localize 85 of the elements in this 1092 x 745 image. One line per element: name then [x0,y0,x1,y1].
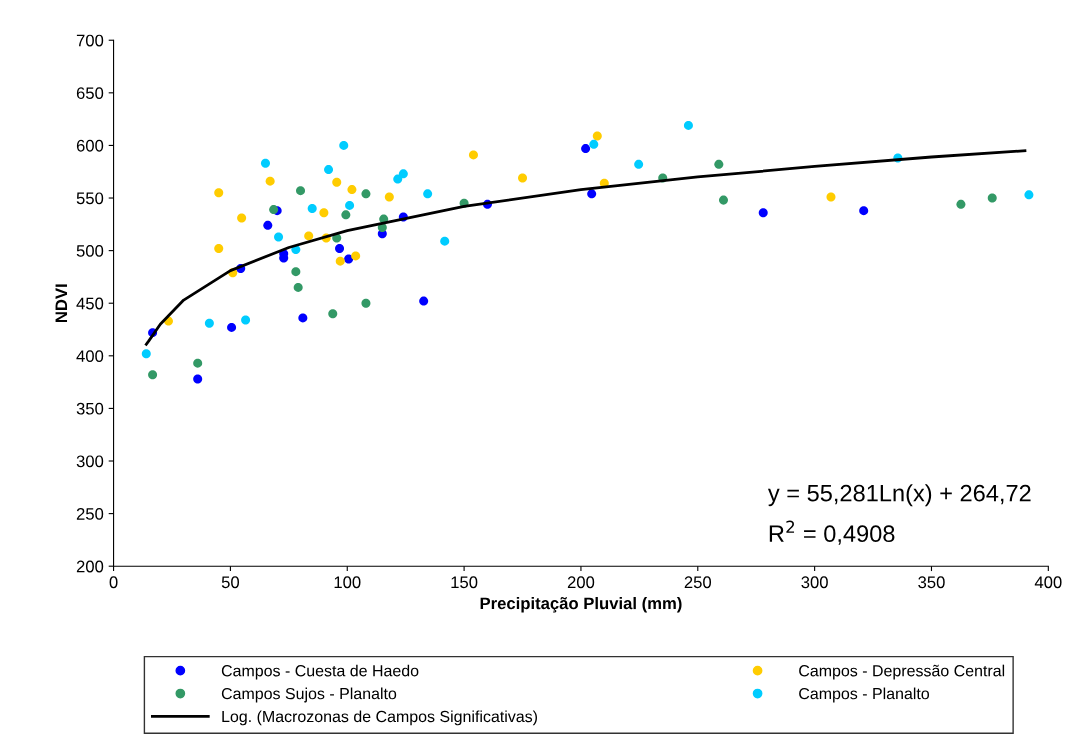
y-tick-label: 250 [76,508,104,520]
point [345,200,355,210]
point [518,173,528,183]
legend-label: Campos Sujos - Planalto [221,687,397,703]
legend-label: Campos - Planalto [799,687,930,703]
point [826,192,836,202]
x-tick-label: 50 [221,576,240,589]
point [393,174,403,184]
point [237,213,247,223]
legend-label: Campos - Depressão Central [799,664,1005,680]
point [592,131,602,141]
point [227,322,237,332]
point [956,199,966,209]
x-tick-label: 350 [918,576,945,589]
point [587,189,597,199]
point [339,140,349,150]
point [260,158,270,168]
point [335,256,345,266]
x-tick-label: 150 [451,576,478,589]
point [214,244,224,254]
y-axis-title: NDVI [55,284,68,323]
point [398,169,408,179]
point [291,267,301,277]
point [332,177,342,187]
point [714,159,724,169]
point [589,139,599,149]
point [148,370,158,380]
point [193,358,203,368]
x-tick-label: 300 [801,576,828,589]
point [987,193,997,203]
point [296,186,306,196]
legend-label: Campos - Cuesta de Haedo [221,664,419,680]
point [241,315,251,325]
annotation: y = 55,281Ln(x) + 264,72 [767,484,1031,507]
point [293,282,303,292]
legend-label: Log. (Macrozonas de Campos Significativas) [222,710,537,726]
point [304,231,314,241]
point [263,220,273,230]
point [361,298,371,308]
x-tick-label: 0 [109,576,118,589]
x-tick-label: 200 [567,576,595,589]
point [347,185,357,195]
point [335,244,345,254]
x-tick-label: 400 [1034,576,1062,589]
y-tick-label: 550 [76,192,104,205]
x-axis-title: Precipitação Pluvial (mm) [480,597,682,613]
point [298,313,308,323]
point [351,251,361,261]
point [683,120,693,130]
y-tick-label: 300 [76,455,104,468]
point [440,236,450,246]
point [328,309,338,319]
point [718,195,728,205]
y-tick-label: 350 [76,402,104,415]
point [319,208,329,218]
point [341,210,351,220]
point [581,144,591,154]
x-tick-label: 100 [334,576,361,589]
y-tick-label: 700 [76,34,104,47]
point [265,176,275,186]
point [634,159,644,169]
point [468,150,478,160]
point [324,165,334,175]
point [274,232,284,242]
y-tick-label: 200 [76,560,104,573]
x-tick-label: 250 [684,576,712,589]
point [419,296,429,306]
y-tick-label: 650 [76,87,104,100]
y-tick-label: 450 [76,297,104,310]
point [384,192,394,202]
y-tick-label: 600 [76,139,104,152]
point [1024,190,1034,200]
point [758,208,768,218]
point [423,189,433,199]
point [859,206,869,216]
annotation: R$^{2}$ = 0,4908 [769,520,895,545]
point [361,189,371,199]
line-series [144,149,1027,346]
point [141,349,151,359]
y-tick-label: 400 [76,350,104,363]
point [307,204,317,214]
point [204,318,214,328]
y-tick-label: 500 [76,245,104,257]
point [193,374,203,384]
point [214,188,224,198]
